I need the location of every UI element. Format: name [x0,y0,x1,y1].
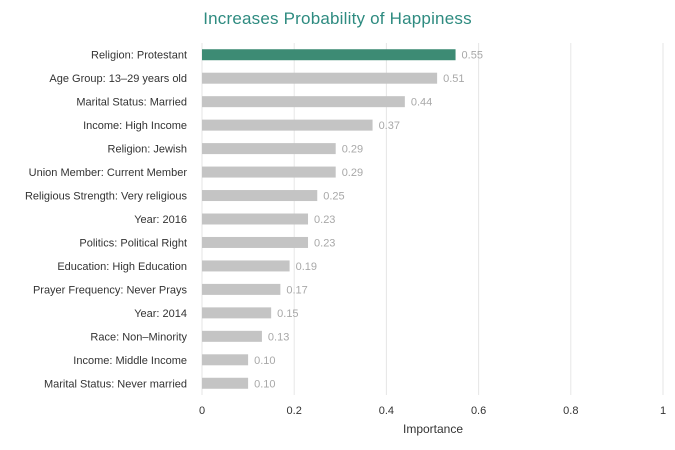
category-label: Year: 2014 [134,308,187,320]
x-tick-label: 0.8 [563,405,578,417]
bar [202,330,262,342]
value-label: 0.37 [379,120,400,132]
bar [202,283,281,295]
category-label: Age Group: 13–29 years old [49,73,187,85]
bar [202,143,336,155]
x-axis-ticks: 0 0.2 0.4 0.6 0.8 1 [199,405,666,417]
value-label: 0.44 [411,97,432,109]
chart-title: Increases Probability of Happiness [203,9,472,28]
value-label: 0.19 [296,261,317,273]
bar [202,307,272,319]
value-label: 0.17 [286,284,307,296]
bar [202,236,309,248]
bar [202,72,438,84]
value-label: 0.23 [314,237,335,249]
category-label: Marital Status: Never married [44,378,187,390]
x-tick-label: 0.4 [379,405,394,417]
value-label: 0.10 [254,355,275,367]
category-label: Religious Strength: Very religious [25,191,188,203]
value-label: 0.13 [268,331,289,343]
bar [202,260,290,272]
bar [202,96,405,108]
category-label: Income: Middle Income [73,355,187,367]
value-label: 0.51 [443,73,464,85]
value-label: 0.15 [277,308,298,320]
value-label: 0.10 [254,378,275,390]
category-label: Religion: Jewish [108,144,187,156]
category-label: Income: High Income [83,120,187,132]
category-label: Marital Status: Married [76,97,187,109]
bars [202,49,456,389]
bar [202,49,456,61]
category-label: Politics: Political Right [79,237,187,249]
bar [202,166,336,178]
category-label: Year: 2016 [134,214,187,226]
value-label: 0.25 [323,191,344,203]
value-label: 0.55 [462,50,483,62]
x-tick-label: 1 [660,405,666,417]
value-label: 0.23 [314,214,335,226]
bar [202,354,249,366]
category-label: Union Member: Current Member [29,167,188,179]
bar [202,190,318,202]
value-label: 0.29 [342,144,363,156]
bar [202,213,309,225]
category-label: Religion: Protestant [91,50,187,62]
value-label: 0.29 [342,167,363,179]
category-label: Race: Non–Minority [90,331,187,343]
category-labels: Religion: Protestant Age Group: 13–29 yea… [25,50,188,391]
x-tick-label: 0 [199,405,205,417]
bar [202,119,373,131]
x-tick-label: 0.6 [471,405,486,417]
value-labels: 0.55 0.51 0.44 0.37 0.29 0.29 0.25 0.23 0.23 0.19… [254,50,483,391]
x-axis-title: Importance [403,422,463,436]
category-label: Prayer Frequency: Never Prays [33,284,188,296]
bar [202,377,249,389]
x-tick-label: 0.2 [287,405,302,417]
category-label: Education: High Education [57,261,187,273]
